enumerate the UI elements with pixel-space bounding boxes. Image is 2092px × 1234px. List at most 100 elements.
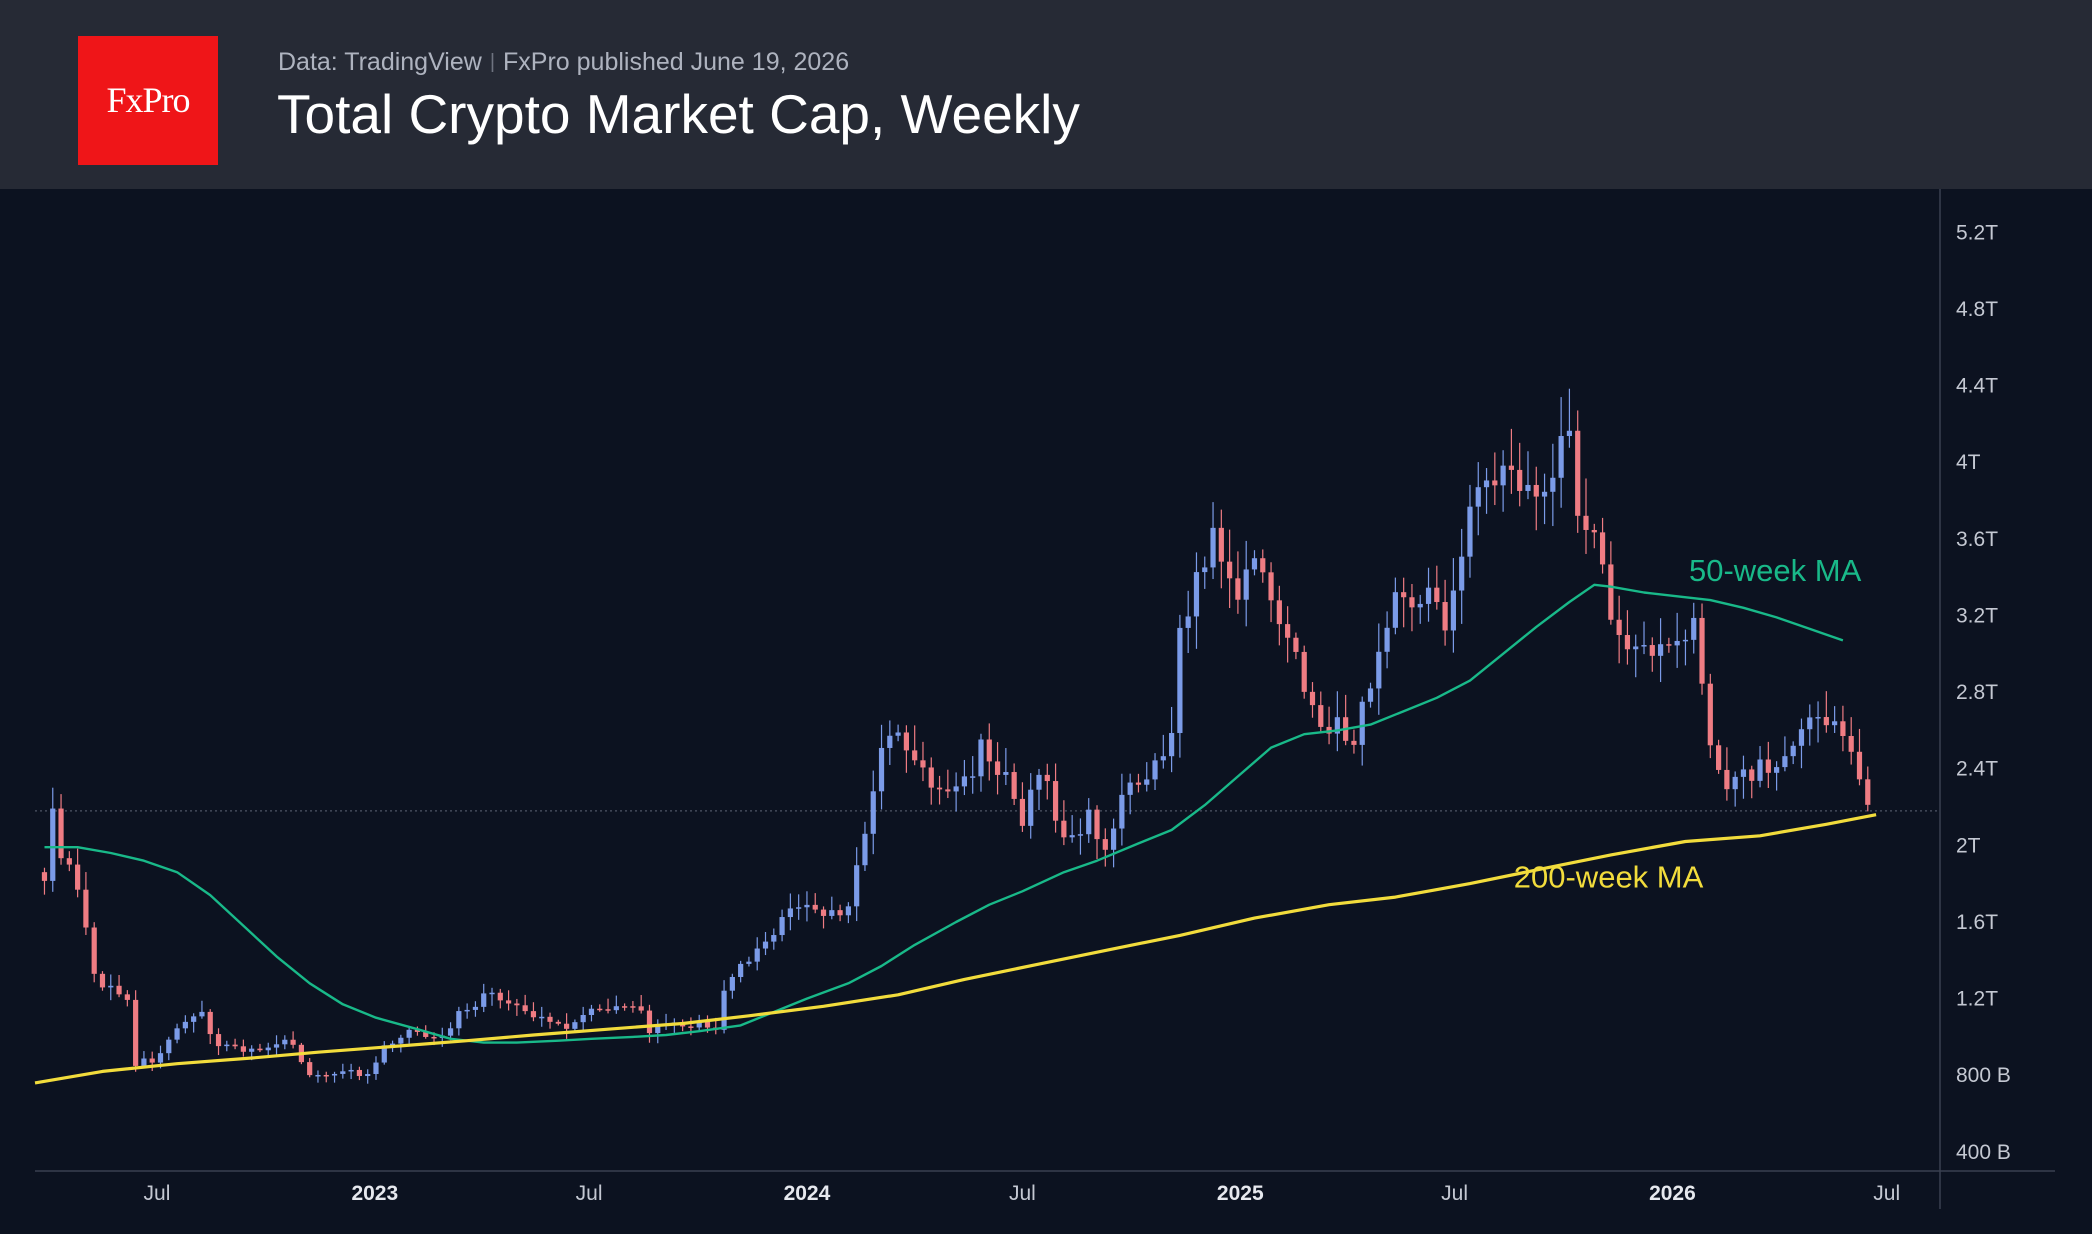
- candle-body: [365, 1074, 371, 1077]
- candle-body: [1309, 691, 1316, 706]
- candle-body: [1003, 772, 1009, 775]
- y-tick-label: 3.6T: [1956, 528, 1998, 551]
- candle-body: [1218, 527, 1224, 562]
- candle-body: [224, 1044, 230, 1047]
- candle-body: [1483, 480, 1490, 488]
- candle-body: [1500, 465, 1506, 486]
- candle-body: [597, 1008, 603, 1011]
- candle-body: [199, 1011, 205, 1017]
- fxpro-logo: FxPro: [78, 36, 218, 165]
- candle-body: [1376, 651, 1382, 689]
- candle-body: [99, 973, 106, 988]
- candle-body: [820, 909, 827, 916]
- candle-body: [1135, 782, 1142, 785]
- y-tick-label: 5.2T: [1956, 221, 1998, 244]
- candle-body: [1160, 756, 1166, 761]
- candle-body: [398, 1037, 404, 1044]
- candle-body: [837, 910, 843, 916]
- x-tick-label: Jul: [576, 1182, 603, 1205]
- candle-body: [514, 1003, 520, 1006]
- candle-body: [1467, 506, 1473, 557]
- candle-body: [580, 1015, 586, 1023]
- candle-body: [133, 999, 139, 1066]
- candle-body: [240, 1046, 246, 1052]
- candle-body: [282, 1039, 288, 1045]
- candle-body: [721, 990, 727, 1030]
- candle-body: [157, 1053, 164, 1063]
- candle-body: [970, 776, 976, 778]
- candle-body: [1865, 779, 1871, 805]
- candle-body: [1434, 587, 1440, 603]
- candle-body: [1152, 760, 1158, 780]
- candle-body: [75, 864, 81, 890]
- candle-body: [1367, 688, 1374, 702]
- candle-body: [1044, 774, 1050, 782]
- candle-body: [174, 1028, 180, 1040]
- candle-body: [1823, 717, 1829, 726]
- candle-body: [1517, 469, 1523, 491]
- chart-subtitle: Data: TradingView | FxPro published June 1…: [278, 48, 849, 77]
- candle-body: [1202, 567, 1208, 573]
- candle-body: [1740, 769, 1747, 777]
- x-tick-label: Jul: [1009, 1182, 1036, 1205]
- candle-body: [1243, 569, 1249, 600]
- candle-body: [1351, 740, 1357, 745]
- candle-body: [1077, 834, 1084, 836]
- candle-body: [1110, 828, 1117, 850]
- y-tick-label: 2.8T: [1956, 681, 1998, 704]
- candle-body: [1251, 558, 1258, 570]
- candle-body: [373, 1062, 379, 1075]
- candle-body: [257, 1048, 263, 1051]
- candle-body: [829, 910, 835, 916]
- candle-body: [83, 889, 89, 928]
- candle-body: [1657, 644, 1664, 656]
- candle-body: [323, 1074, 329, 1077]
- candle-body: [406, 1029, 412, 1038]
- candle-body: [1052, 781, 1059, 821]
- candle-body: [66, 858, 72, 865]
- candle-body: [423, 1031, 429, 1037]
- y-tick-label: 4.4T: [1956, 375, 1998, 398]
- candle-body: [655, 1024, 661, 1034]
- candle-body: [530, 1011, 537, 1018]
- candle-body: [804, 904, 810, 908]
- candle-body: [191, 1016, 197, 1022]
- y-tick-label: 1.2T: [1956, 988, 1998, 1011]
- candle-body: [854, 865, 860, 907]
- candle-body: [1036, 774, 1042, 790]
- candle-body: [464, 1009, 470, 1012]
- candle-body: [1102, 839, 1108, 850]
- candle-body: [389, 1043, 396, 1046]
- candle-body: [945, 789, 951, 792]
- x-tick-label: Jul: [144, 1182, 171, 1205]
- candle-body: [249, 1048, 255, 1052]
- candle-body: [779, 917, 785, 936]
- y-tick-label: 2.4T: [1956, 758, 1998, 781]
- ma50-line: [44, 583, 1844, 1044]
- candle-body: [273, 1044, 280, 1048]
- annotations: 50-week MA 200-week MA: [1514, 553, 1862, 895]
- candle-body: [1069, 835, 1075, 838]
- candle-body: [920, 760, 926, 768]
- x-tick-label: 2025: [1217, 1182, 1264, 1205]
- y-tick-label: 2T: [1956, 834, 1981, 857]
- candle-body: [1566, 430, 1573, 437]
- candle-body: [845, 906, 851, 916]
- candlesticks: [41, 388, 1871, 1084]
- y-tick-label: 4.8T: [1956, 298, 1998, 321]
- candle-body: [1724, 769, 1730, 790]
- candle-body: [588, 1008, 595, 1016]
- separator: |: [489, 51, 496, 73]
- candle-body: [1318, 705, 1324, 727]
- candle-body: [166, 1039, 172, 1054]
- chart-area: 400 B 800 B 1.2T 1.6T 2T 2.4T 2.8T 3.2T 3.6T 4T 4.…: [34, 189, 2055, 1209]
- ma50-label: 50-week MA: [1689, 553, 1862, 588]
- candle-body: [1848, 736, 1854, 752]
- candle-body: [331, 1073, 338, 1076]
- candle-body: [912, 750, 918, 761]
- candle-body: [108, 985, 114, 988]
- candle-body: [1682, 639, 1689, 642]
- y-tick-label: 800 B: [1956, 1064, 2011, 1087]
- candle-body: [1094, 809, 1100, 840]
- y-tick-label: 4T: [1956, 451, 1981, 474]
